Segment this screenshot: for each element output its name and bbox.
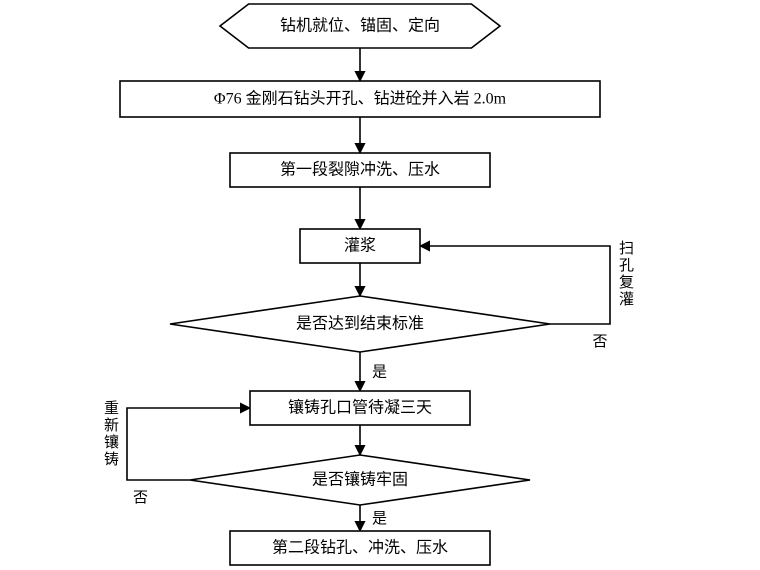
loop-vlabel: 重新镶铸 <box>102 400 119 468</box>
node-label: 是否达到结束标准 <box>296 315 424 333</box>
loop-label-no: 否 <box>592 334 607 350</box>
flowchart: 是是否扫孔复灌否重新镶铸钻机就位、锚固、定向Φ76 金刚石钻头开孔、钻进砼并入岩… <box>0 0 760 570</box>
edge-label: 是 <box>372 365 387 381</box>
node-label: Φ76 金刚石钻头开孔、钻进砼并入岩 2.0m <box>214 90 507 108</box>
node-label: 灌浆 <box>344 237 376 255</box>
node-n6: 镶铸孔口管待凝三天 <box>250 391 470 425</box>
node-n2: Φ76 金刚石钻头开孔、钻进砼并入岩 2.0m <box>120 81 600 117</box>
node-n5: 是否达到结束标准 <box>170 296 550 352</box>
node-label: 第一段裂隙冲洗、压水 <box>280 161 440 179</box>
node-label: 钻机就位、锚固、定向 <box>280 17 440 35</box>
node-n7: 是否镶铸牢固 <box>190 455 530 505</box>
node-label: 镶铸孔口管待凝三天 <box>288 398 432 417</box>
edge-label: 是 <box>372 511 387 527</box>
node-n4: 灌浆 <box>300 229 420 263</box>
node-label: 第二段钻孔、冲洗、压水 <box>272 539 448 557</box>
node-n3: 第一段裂隙冲洗、压水 <box>230 153 490 187</box>
node-n8: 第二段钻孔、冲洗、压水 <box>230 531 490 565</box>
loop-n7-n6 <box>127 408 250 480</box>
node-n1: 钻机就位、锚固、定向 <box>220 4 500 48</box>
loop-vlabel: 扫孔复灌 <box>617 240 634 308</box>
node-label: 是否镶铸牢固 <box>312 470 408 489</box>
loop-label-no: 否 <box>133 490 148 506</box>
